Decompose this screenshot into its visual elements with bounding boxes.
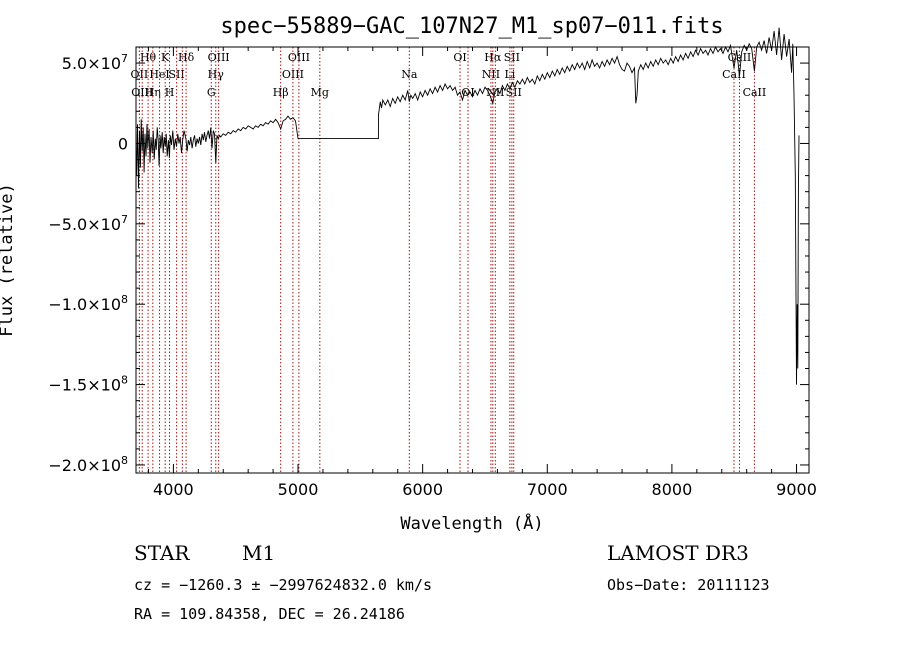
y-tick-mantissa: 0: [118, 134, 128, 153]
spectral-line-label: CaII: [743, 86, 767, 99]
spectral-line-label: NII: [486, 86, 504, 99]
spectral-line-label: Hγ: [208, 68, 225, 81]
spectral-line-label: Mg: [311, 86, 329, 99]
x-tick-label: 8000: [652, 480, 693, 499]
x-tick-label: 7000: [527, 480, 568, 499]
x-tick-label: 6000: [402, 480, 443, 499]
spectral-line-label: SII: [504, 51, 520, 64]
x-axis-label: Wavelength (Å): [400, 512, 543, 534]
spectral-line-label: OIII: [288, 51, 310, 64]
y-tick-exponent: 8: [121, 454, 128, 467]
spectral-line-label: Hθ: [140, 51, 157, 64]
spectral-line-label: K: [161, 51, 170, 64]
spectral-line-label: OIII: [208, 51, 230, 64]
y-tick-label: −1.5×108: [48, 374, 128, 395]
y-axis-label: Flux (relative): [0, 183, 17, 337]
y-tick-label: −2.0×108: [48, 454, 128, 475]
subclass: M1: [242, 541, 275, 565]
object-class: STAR: [134, 541, 190, 565]
spectral-line-label: SII: [169, 68, 185, 81]
y-tick-mantissa: −2.0×10: [48, 456, 121, 475]
y-tick-exponent: 7: [121, 213, 128, 226]
y-tick-mantissa: −1.0×10: [48, 295, 121, 314]
spectral-line-label: CaII: [728, 51, 752, 64]
spectral-line-label: Hα: [484, 51, 502, 64]
ra-dec: RA = 109.84358, DEC = 26.24186: [134, 605, 405, 623]
spectral-line-label: NII: [482, 68, 500, 81]
y-tick-label: −5.0×107: [48, 213, 128, 234]
spectral-line-label: SII: [506, 86, 522, 99]
spectral-line-label: Hδ: [178, 51, 195, 64]
spectral-line-label: Hβ: [273, 86, 289, 99]
cz-value: cz = −1260.3 ± −2997624832.0 km/s: [134, 576, 432, 594]
y-tick-mantissa: −1.5×10: [48, 376, 121, 395]
spectral-line-label: Hη: [145, 86, 161, 99]
spectral-line-label: OI: [453, 51, 466, 64]
spectrum-series-line: [136, 27, 800, 385]
y-tick-label: 0: [118, 134, 128, 153]
y-tick-exponent: 8: [121, 293, 128, 306]
spectral-line-label: G: [207, 86, 216, 99]
spectral-line-label: OIII: [282, 68, 304, 81]
y-tick-mantissa: −5.0×10: [48, 215, 121, 234]
x-tick-label: 9000: [776, 480, 817, 499]
spectral-line-label: Na: [401, 68, 418, 81]
y-tick-mantissa: 5.0×10: [62, 54, 121, 73]
y-tick-label: 5.0×107: [62, 52, 128, 73]
y-tick-exponent: 8: [121, 374, 128, 387]
spectral-line-label: OI: [461, 86, 474, 99]
plot-frame: [135, 46, 810, 474]
spectral-line-label: Li: [504, 68, 515, 81]
chart-title: spec−55889−GAC_107N27_M1_sp07−011.fits: [220, 14, 723, 39]
x-tick-label: 4000: [153, 480, 194, 499]
spectral-line-label: OII: [131, 68, 149, 81]
y-tick-exponent: 7: [121, 52, 128, 65]
y-tick-label: −1.0×108: [48, 293, 128, 314]
spectral-line-label: CaII: [722, 68, 746, 81]
spectral-line-label: H: [165, 86, 175, 99]
x-tick-label: 5000: [278, 480, 319, 499]
spectral-line-label: HeI: [149, 68, 169, 81]
obs-date: Obs−Date: 20111123: [607, 576, 770, 594]
survey-label: LAMOST DR3: [607, 541, 749, 565]
